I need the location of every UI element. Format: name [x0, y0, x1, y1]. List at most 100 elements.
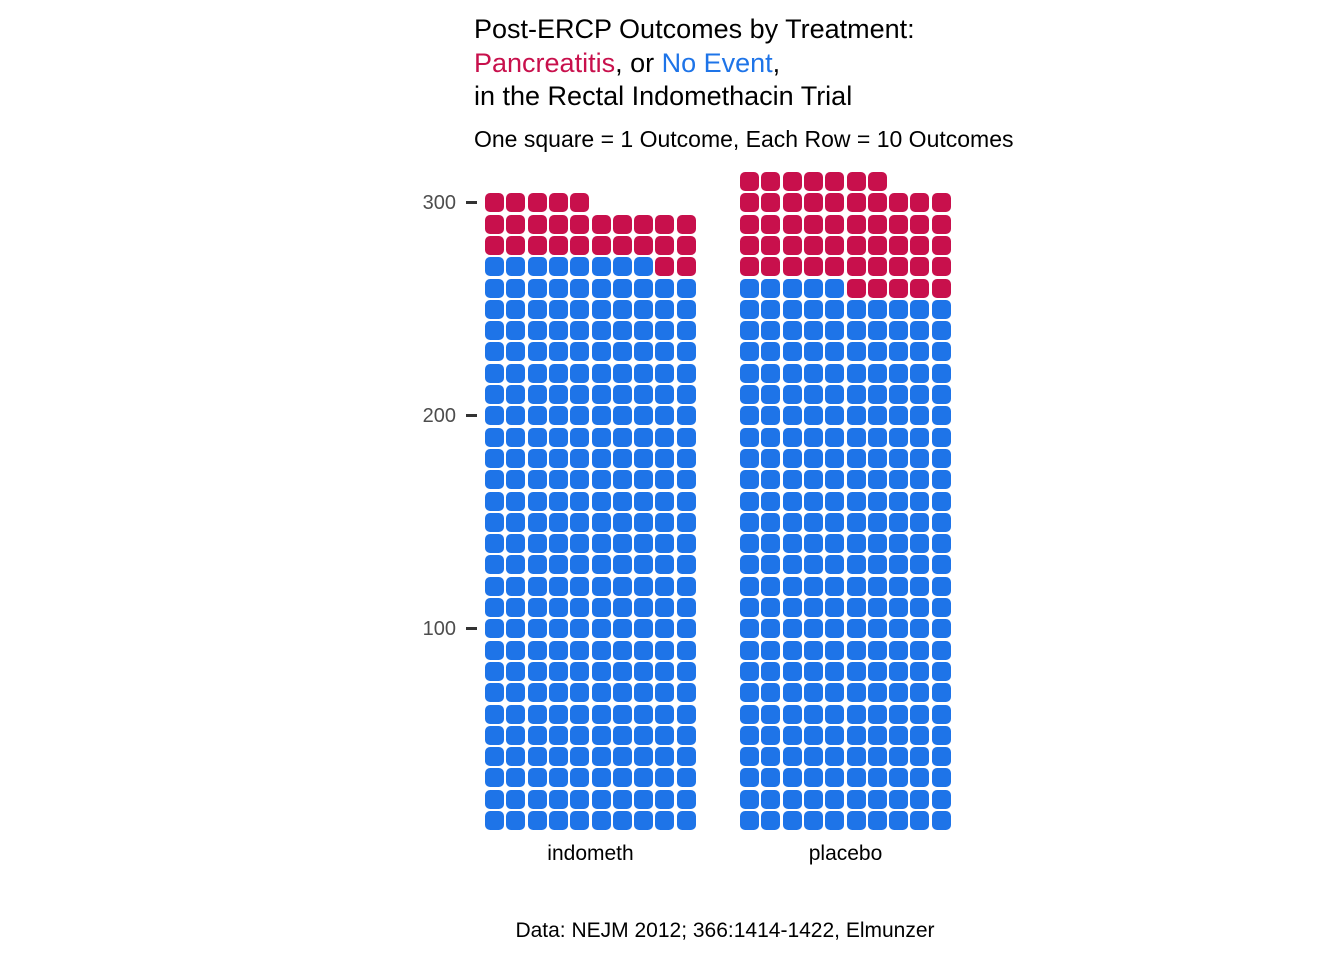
waffle-square-no-event: [846, 534, 866, 554]
waffle-square-no-event: [612, 278, 632, 298]
waffle-square-no-event: [867, 470, 887, 490]
waffle-square-no-event: [846, 811, 866, 830]
waffle-square-no-event: [825, 448, 845, 468]
waffle-square-no-event: [634, 321, 654, 341]
waffle-square-no-event: [889, 491, 909, 511]
waffle-square-no-event: [676, 278, 696, 298]
waffle-square-no-event: [634, 491, 654, 511]
waffle-square-no-event: [803, 576, 823, 596]
waffle-square-no-event: [676, 640, 696, 660]
waffle-square-pancreatitis: [931, 278, 951, 298]
waffle-square-no-event: [846, 598, 866, 617]
waffle-square-no-event: [931, 491, 951, 511]
waffle-square-no-event: [825, 555, 845, 575]
waffle-square-no-event: [910, 534, 930, 554]
waffle-square-no-event: [825, 470, 845, 490]
waffle-square-pancreatitis: [612, 235, 632, 255]
waffle-square-no-event: [655, 576, 675, 596]
waffle-square-no-event: [612, 448, 632, 468]
waffle-square-no-event: [740, 747, 759, 767]
waffle-square-pancreatitis: [846, 193, 866, 213]
waffle-square-no-event: [548, 683, 568, 703]
waffle-square-no-event: [591, 747, 611, 767]
waffle-square-pancreatitis: [910, 257, 930, 277]
waffle-square-no-event: [867, 576, 887, 596]
waffle-square-no-event: [570, 619, 590, 639]
waffle-square-no-event: [782, 448, 802, 468]
waffle-square-no-event: [931, 299, 951, 319]
waffle-square-no-event: [591, 534, 611, 554]
waffle-square-pancreatitis: [910, 214, 930, 234]
waffle-square-no-event: [591, 725, 611, 745]
waffle-square-no-event: [676, 342, 696, 362]
waffle-square-no-event: [655, 811, 675, 830]
waffle-square-no-event: [655, 598, 675, 617]
waffle-square-pancreatitis: [655, 235, 675, 255]
waffle-square-no-event: [506, 406, 526, 426]
waffle-square-no-event: [634, 342, 654, 362]
waffle-square-no-event: [782, 598, 802, 617]
title-line-3: in the Rectal Indomethacin Trial: [474, 81, 853, 111]
waffle-square-no-event: [570, 576, 590, 596]
title-segment: ,: [772, 47, 781, 78]
waffle-square-no-event: [676, 363, 696, 383]
waffle-square-no-event: [846, 555, 866, 575]
waffle-square-no-event: [655, 640, 675, 660]
waffle-square-no-event: [527, 363, 547, 383]
waffle-square-no-event: [867, 619, 887, 639]
waffle-square-no-event: [676, 512, 696, 532]
waffle-square-no-event: [825, 683, 845, 703]
waffle-square-pancreatitis: [676, 214, 696, 234]
waffle-square-no-event: [506, 278, 526, 298]
waffle-square-no-event: [676, 768, 696, 788]
waffle-square-no-event: [548, 747, 568, 767]
waffle-square-no-event: [485, 683, 504, 703]
waffle-square-no-event: [825, 811, 845, 830]
waffle-square-pancreatitis: [803, 257, 823, 277]
waffle-square-pancreatitis: [527, 235, 547, 255]
waffle-square-no-event: [889, 470, 909, 490]
waffle-square-no-event: [634, 385, 654, 404]
waffle-square-no-event: [782, 576, 802, 596]
waffle-square-no-event: [782, 363, 802, 383]
waffle-square-no-event: [803, 427, 823, 447]
waffle-square-no-event: [761, 363, 781, 383]
waffle-square-pancreatitis: [782, 235, 802, 255]
waffle-square-pancreatitis: [740, 172, 759, 191]
waffle-square-no-event: [931, 789, 951, 809]
waffle-square-no-event: [910, 555, 930, 575]
title-segment: Pancreatitis: [474, 47, 616, 78]
y-tick-label: 300: [422, 191, 456, 214]
waffle-square-no-event: [825, 491, 845, 511]
waffle-square-no-event: [803, 406, 823, 426]
waffle-square-no-event: [910, 768, 930, 788]
waffle-square-no-event: [548, 278, 568, 298]
waffle-square-no-event: [761, 661, 781, 681]
waffle-square-no-event: [485, 811, 504, 830]
waffle-square-no-event: [634, 811, 654, 830]
waffle-square-no-event: [761, 278, 781, 298]
waffle-square-no-event: [527, 321, 547, 341]
waffle-square-no-event: [527, 683, 547, 703]
waffle-square-no-event: [591, 789, 611, 809]
waffle-square-no-event: [548, 811, 568, 830]
waffle-square-no-event: [782, 278, 802, 298]
waffle-square-pancreatitis: [655, 214, 675, 234]
waffle-square-pancreatitis: [910, 235, 930, 255]
waffle-square-pancreatitis: [825, 172, 845, 191]
waffle-square-no-event: [846, 619, 866, 639]
waffle-square-no-event: [889, 534, 909, 554]
waffle-square-no-event: [889, 512, 909, 532]
waffle-square-no-event: [634, 576, 654, 596]
waffle-square-no-event: [931, 640, 951, 660]
waffle-square-no-event: [910, 512, 930, 532]
waffle-square-pancreatitis: [740, 257, 759, 277]
waffle-square-no-event: [910, 299, 930, 319]
waffle-square-no-event: [506, 491, 526, 511]
waffle-square-no-event: [506, 598, 526, 617]
waffle-square-pancreatitis: [655, 257, 675, 277]
waffle-square-pancreatitis: [591, 235, 611, 255]
waffle-square-no-event: [910, 321, 930, 341]
waffle-square-no-event: [889, 661, 909, 681]
waffle-square-pancreatitis: [867, 172, 887, 191]
